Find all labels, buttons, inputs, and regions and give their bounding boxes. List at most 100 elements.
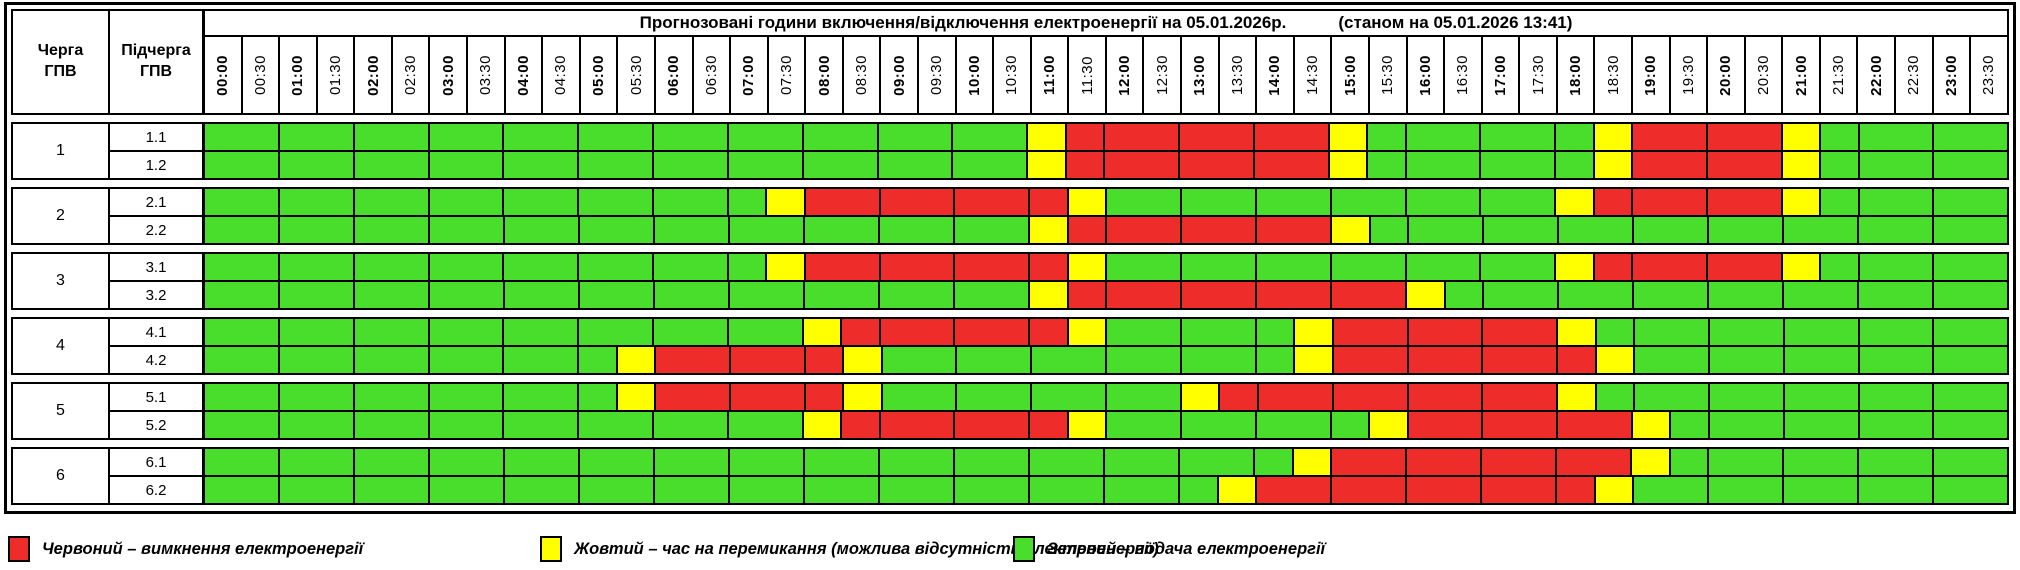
schedule-cell-02:00 [354, 384, 392, 410]
time-label: 01:30 [327, 54, 345, 96]
schedule-cell-19:00 [1634, 282, 1671, 308]
schedule-cell-10:30 [991, 189, 1031, 215]
schedule-cell-22:00 [1859, 254, 1896, 280]
schedule-cell-03:30 [465, 412, 505, 438]
schedule-cell-20:30 [1744, 254, 1783, 280]
schedule-cell-22:30 [1895, 347, 1935, 373]
schedule-cell-01:00 [280, 282, 317, 308]
schedule-cell-17:30 [1517, 189, 1557, 215]
schedule-cell-07:30 [766, 282, 805, 308]
schedule-cell-11:00 [1030, 477, 1067, 503]
schedule-cell-09:00 [880, 319, 918, 345]
schedule-cell-05:00 [579, 384, 618, 410]
schedule-cell-16:30 [1444, 384, 1484, 410]
time-header-17:00: 17:00 [1480, 37, 1519, 113]
schedule-cell-05:00 [579, 412, 616, 438]
schedule-cell-05:00 [580, 217, 617, 243]
schedule-cell-21:30 [1821, 189, 1860, 215]
time-label: 08:00 [815, 54, 833, 96]
schedule-cell-01:00 [279, 254, 317, 280]
header-right-area: Прогнозовані години включення/відключенн… [205, 11, 2007, 113]
schedule-cell-20:30 [1745, 477, 1784, 503]
schedule-cell-13:30 [1218, 412, 1257, 438]
schedule-cell-07:00 [728, 124, 766, 150]
schedule-cell-04:00 [504, 319, 541, 345]
schedule-cell-13:30 [1216, 124, 1255, 150]
schedule-cell-09:30 [916, 282, 955, 308]
schedule-cell-03:30 [465, 384, 505, 410]
schedule-cell-17:00 [1482, 477, 1519, 503]
schedule-cell-23:00 [1934, 449, 1971, 475]
schedule-cell-22:30 [1895, 189, 1935, 215]
schedule-cell-17:00 [1484, 217, 1521, 243]
schedule-cell-03:00 [430, 477, 467, 503]
schedule-cell-06:30 [690, 189, 729, 215]
time-header-22:30: 22:30 [1894, 37, 1932, 113]
schedule-cell-12:00 [1107, 347, 1144, 373]
schedule-cell-05:30 [616, 449, 655, 475]
schedule-cell-08:00 [803, 412, 843, 438]
schedule-cell-19:30 [1670, 282, 1709, 308]
schedule-cell-11:00 [1032, 347, 1069, 373]
time-header-23:30: 23:30 [1969, 37, 2007, 113]
schedule-cell-00:30 [241, 347, 280, 373]
schedule-cell-15:30 [1368, 449, 1407, 475]
schedule-cell-18:30 [1593, 449, 1632, 475]
schedule-cell-18:00 [1557, 449, 1594, 475]
schedule-cell-10:30 [993, 347, 1033, 373]
schedule-cell-12:30 [1143, 384, 1182, 410]
schedule-cell-09:00 [880, 449, 917, 475]
schedule-cell-01:00 [279, 319, 317, 345]
time-header-07:00: 07:00 [729, 37, 767, 113]
schedule-cell-06:00 [656, 384, 693, 410]
schedule-cell-09:00 [878, 124, 916, 150]
schedule-cell-19:30 [1669, 124, 1708, 150]
schedule-cell-00:00 [205, 282, 242, 308]
time-label: 12:30 [1153, 54, 1171, 96]
schedule-cell-08:30 [842, 319, 881, 345]
schedule-cell-01:30 [316, 347, 355, 373]
queue-number: 5 [56, 402, 65, 419]
schedule-cell-21:30 [1821, 124, 1860, 150]
schedule-cell-10:00 [955, 449, 992, 475]
time-label: 17:00 [1491, 54, 1509, 96]
schedule-cell-01:30 [316, 189, 355, 215]
schedule-cell-01:30 [316, 384, 355, 410]
legend-label: Червоний – вимкнення електроенергії [42, 539, 364, 558]
schedule-cell-16:00 [1409, 217, 1446, 243]
subqueue-labels-1: 1.1 1.2 [110, 124, 205, 178]
time-label: 21:30 [1830, 54, 1848, 96]
schedule-cell-21:30 [1821, 412, 1860, 438]
schedule-cell-18:00 [1556, 254, 1595, 280]
time-label: 20:00 [1717, 54, 1735, 96]
schedule-cell-22:30 [1895, 477, 1934, 503]
schedule-cell-21:00 [1782, 254, 1822, 280]
subqueue-labels-6: 6.1 6.2 [110, 449, 205, 503]
schedule-grid-3 [205, 254, 2008, 308]
schedule-cell-06:00 [655, 217, 692, 243]
schedule-cell-21:30 [1821, 347, 1860, 373]
schedule-cell-00:00 [205, 254, 242, 280]
schedule-cell-22:30 [1895, 384, 1935, 410]
schedule-cell-15:00 [1332, 282, 1369, 308]
schedule-cell-12:00 [1107, 282, 1144, 308]
time-label: 06:30 [702, 54, 720, 96]
schedule-cell-12:30 [1141, 477, 1180, 503]
time-label: 22:00 [1867, 54, 1885, 96]
time-header-05:30: 05:30 [616, 37, 654, 113]
time-header-02:00: 02:00 [353, 37, 391, 113]
schedule-cell-06:00 [654, 189, 691, 215]
schedule-cell-13:00 [1179, 124, 1217, 150]
schedule-cell-11:30 [1068, 412, 1108, 438]
schedule-cell-11:30 [1068, 319, 1108, 345]
schedule-cell-18:30 [1596, 347, 1636, 373]
schedule-cell-03:30 [466, 282, 505, 308]
schedule-cell-09:00 [880, 189, 918, 215]
schedule-cell-20:30 [1745, 449, 1784, 475]
queue-column-title: Черга ГПВ [38, 41, 83, 83]
schedule-cell-23:30 [1970, 282, 2007, 308]
schedule-cell-06:30 [690, 254, 729, 280]
schedule-cell-22:30 [1895, 124, 1935, 150]
schedule-cell-09:30 [915, 152, 954, 178]
schedule-cell-02:30 [391, 152, 430, 178]
